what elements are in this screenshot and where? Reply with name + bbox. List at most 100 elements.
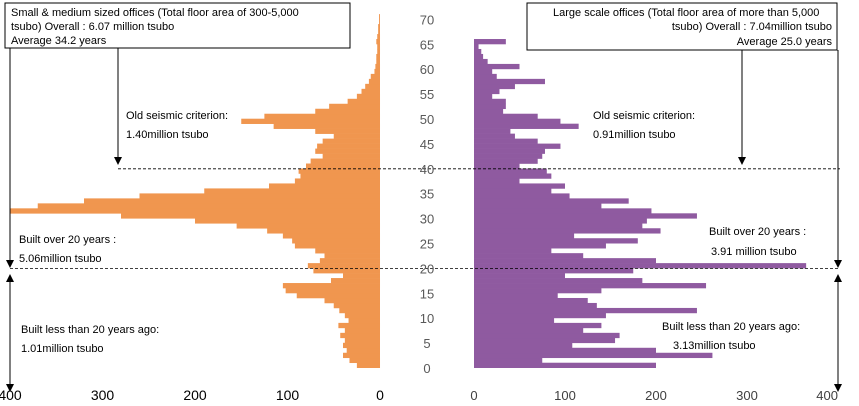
right-bar	[474, 322, 602, 329]
right-bars	[474, 39, 807, 368]
y-tick-label: 25	[420, 237, 434, 252]
left-bar	[361, 88, 380, 95]
right-bar	[474, 362, 656, 368]
left-bar	[333, 133, 380, 139]
right-bar	[474, 168, 547, 174]
left-bar	[330, 278, 381, 284]
right-bar	[474, 68, 493, 75]
y-axis-ticks: 0 5 10 15 20 25 30 35 40 45 50 55 60 65 70	[420, 12, 434, 376]
right-bar	[474, 238, 638, 244]
left-bar	[319, 258, 381, 264]
right-bar	[474, 128, 511, 134]
left-x-tick-label: 100	[276, 387, 300, 403]
left-bar	[340, 332, 380, 339]
right-title-line-1: Large scale offices (Total floor area of…	[553, 7, 819, 19]
left-bar	[356, 93, 381, 100]
right-bar	[474, 193, 570, 199]
right-bar	[474, 218, 647, 224]
left-bar	[313, 268, 380, 274]
right-under20-value: 3.13million tsubo	[673, 340, 756, 352]
left-bar	[121, 213, 380, 219]
right-over20-label: Built over 20 years :	[709, 226, 806, 238]
right-bar	[474, 183, 565, 189]
right-bar	[474, 203, 602, 209]
left-bar	[324, 253, 380, 259]
right-bar	[474, 347, 656, 354]
right-x-tick-label: 0	[470, 388, 477, 403]
left-bar	[338, 322, 381, 329]
y-tick-label: 65	[420, 37, 434, 52]
right-bar	[474, 103, 506, 110]
left-bar	[307, 263, 380, 269]
right-bar	[474, 293, 558, 299]
right-old-seismic-value: 0.91million tsubo	[593, 129, 676, 141]
right-bar	[474, 58, 488, 65]
left-bar	[269, 183, 380, 189]
left-bar	[376, 58, 380, 65]
right-bar	[474, 223, 643, 229]
right-bar	[474, 233, 575, 239]
right-bar	[474, 113, 538, 119]
left-bar	[379, 14, 380, 20]
left-bars	[10, 14, 381, 368]
right-bar	[474, 357, 543, 364]
right-bar	[474, 263, 807, 269]
left-bar	[317, 143, 380, 149]
left-bar	[84, 198, 380, 204]
left-bar	[195, 218, 380, 224]
y-tick-label: 5	[423, 336, 430, 351]
right-x-tick-label: 400	[816, 388, 838, 403]
left-bar	[344, 312, 380, 319]
right-title-box	[526, 2, 838, 51]
right-x-tick-label: 200	[645, 388, 667, 403]
y-tick-label: 40	[420, 162, 434, 177]
right-x-tick-label: 100	[554, 388, 576, 403]
left-x-tick-label: 200	[183, 387, 207, 403]
right-bar	[474, 123, 579, 129]
right-bar	[474, 337, 616, 344]
right-over20-value: 3.91 million tsubo	[711, 246, 797, 258]
left-old-seismic-label: Old seismic criterion:	[126, 110, 228, 122]
left-bar	[375, 63, 381, 70]
right-x-tick-label: 300	[736, 388, 758, 403]
right-bar	[474, 188, 552, 194]
left-bar	[315, 148, 380, 154]
right-bar	[474, 283, 707, 289]
right-bar	[474, 48, 482, 55]
left-bar	[376, 39, 380, 45]
right-bar	[474, 98, 506, 105]
left-bar	[343, 273, 380, 279]
left-bar	[365, 83, 380, 90]
left-bar	[282, 283, 381, 289]
left-bar	[322, 138, 380, 144]
left-bar	[378, 24, 380, 30]
left-title-line-1: Small & medium sized offices (Total floo…	[11, 7, 299, 19]
right-bar	[474, 73, 497, 80]
left-bar	[294, 243, 380, 249]
left-old-seismic-value: 1.40million tsubo	[126, 129, 209, 141]
right-bar	[474, 327, 584, 334]
right-title-line-3: Average 25.0 years	[737, 36, 833, 48]
left-under20-label: Built less than 20 years ago:	[21, 324, 159, 336]
right-bar	[474, 253, 584, 259]
left-bar	[267, 228, 380, 234]
left-title-line-2: tsubo) Overall : 6.07 million tsubo	[11, 21, 174, 33]
left-bar	[356, 362, 381, 368]
left-bar	[315, 248, 380, 254]
right-bar	[474, 342, 573, 349]
left-bar	[329, 103, 381, 110]
right-under20-arrow	[834, 274, 842, 392]
right-x-axis-ticks: 0 100 200 300 400	[470, 388, 838, 403]
left-bar	[322, 153, 380, 159]
y-tick-label: 30	[420, 212, 434, 227]
left-bar	[368, 78, 380, 85]
right-bar	[474, 53, 484, 60]
left-x-tick-label: 0	[376, 387, 384, 403]
right-bar	[474, 118, 561, 124]
left-bar	[343, 342, 380, 349]
right-bar	[474, 39, 506, 45]
left-bar	[294, 178, 380, 184]
left-under20-arrow	[6, 274, 14, 392]
y-tick-label: 0	[423, 361, 430, 376]
